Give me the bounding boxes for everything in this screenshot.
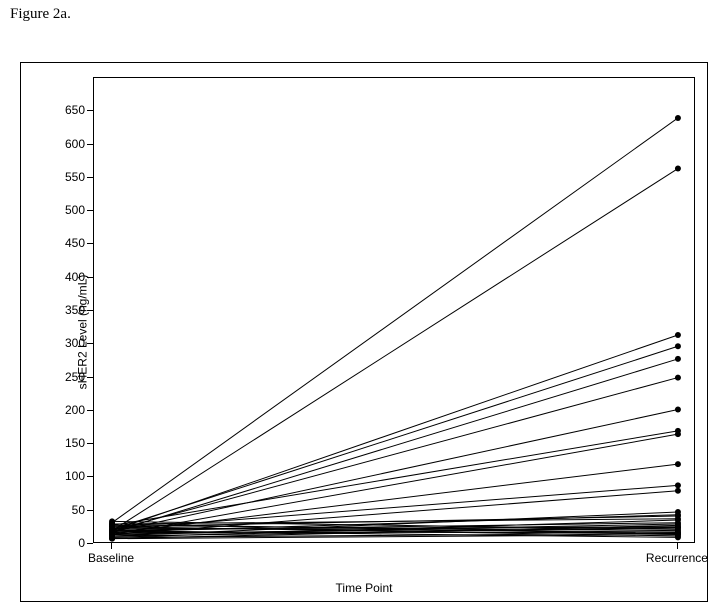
series-line: [112, 169, 678, 531]
data-point-marker: [109, 528, 115, 534]
y-tick-label: 250: [59, 370, 85, 384]
y-tick-mark: [87, 310, 93, 311]
line-chart-svg: [94, 78, 696, 544]
y-tick-label: 50: [59, 503, 85, 517]
chart-outer-frame: sHER2 Level (ng/mL) Time Point 050100150…: [20, 62, 708, 602]
y-tick-mark: [87, 177, 93, 178]
y-tick-label: 350: [59, 303, 85, 317]
y-tick-mark: [87, 144, 93, 145]
y-tick-label: 450: [59, 236, 85, 250]
y-tick-label: 650: [59, 103, 85, 117]
y-tick-label: 600: [59, 137, 85, 151]
y-tick-label: 300: [59, 336, 85, 350]
x-tick-mark: [677, 543, 678, 549]
y-tick-label: 200: [59, 403, 85, 417]
series-line: [112, 410, 678, 532]
data-point-marker: [675, 115, 681, 121]
x-tick-mark: [111, 543, 112, 549]
y-tick-label: 100: [59, 469, 85, 483]
figure-title: Figure 2a.: [10, 6, 71, 23]
y-tick-mark: [87, 443, 93, 444]
data-point-marker: [675, 488, 681, 494]
y-tick-label: 500: [59, 203, 85, 217]
y-tick-label: 0: [59, 536, 85, 550]
y-tick-label: 150: [59, 436, 85, 450]
data-point-marker: [675, 407, 681, 413]
y-tick-mark: [87, 476, 93, 477]
y-tick-label: 400: [59, 270, 85, 284]
series-line: [112, 346, 678, 529]
y-tick-mark: [87, 377, 93, 378]
data-point-marker: [109, 536, 115, 542]
data-point-marker: [675, 534, 681, 540]
data-point-marker: [675, 332, 681, 338]
series-line: [112, 118, 678, 523]
y-tick-mark: [87, 543, 93, 544]
x-tick-label: Recurrence: [646, 551, 708, 565]
y-tick-label: 550: [59, 170, 85, 184]
y-tick-mark: [87, 277, 93, 278]
y-tick-mark: [87, 343, 93, 344]
y-tick-mark: [87, 410, 93, 411]
plot-frame: [93, 77, 695, 543]
y-tick-mark: [87, 243, 93, 244]
y-tick-mark: [87, 510, 93, 511]
y-tick-mark: [87, 110, 93, 111]
data-point-marker: [675, 431, 681, 437]
data-point-marker: [675, 461, 681, 467]
y-tick-mark: [87, 210, 93, 211]
data-point-marker: [675, 343, 681, 349]
data-point-marker: [675, 375, 681, 381]
x-axis-label: Time Point: [336, 581, 393, 595]
data-point-marker: [675, 482, 681, 488]
x-tick-label: Baseline: [88, 551, 134, 565]
series-line: [112, 335, 678, 531]
data-point-marker: [675, 356, 681, 362]
data-point-marker: [675, 166, 681, 172]
